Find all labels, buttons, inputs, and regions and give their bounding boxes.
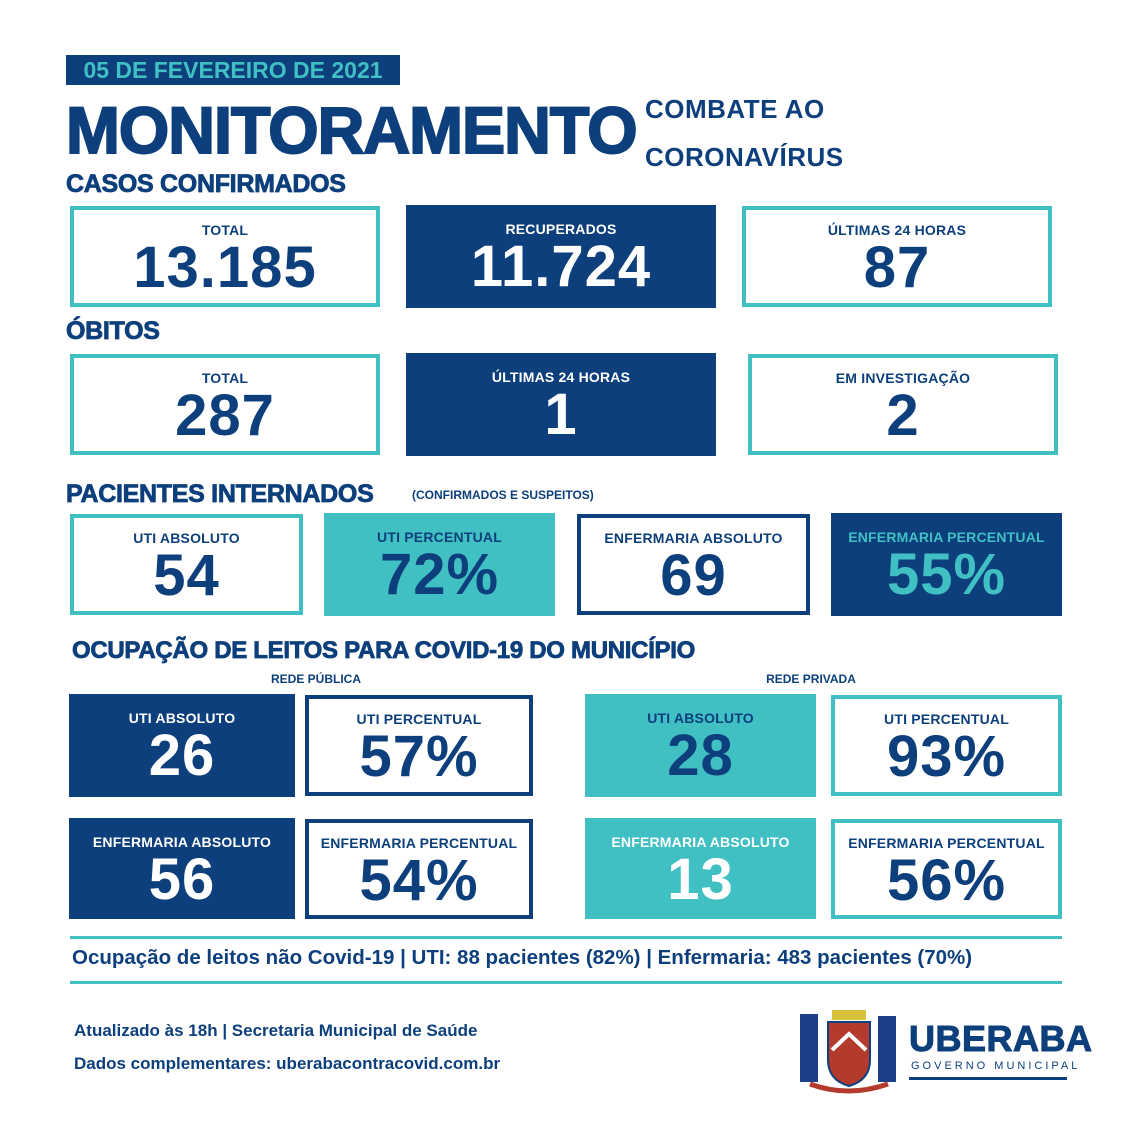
page-title: MONITORAMENTO: [65, 92, 639, 168]
card-value: 287: [175, 383, 275, 448]
logo-name: UBERABA: [909, 1018, 1093, 1060]
card-label: ENFERMARIA ABSOLUTO: [604, 530, 783, 546]
card-label: ENFERMARIA PERCENTUAL: [320, 835, 518, 851]
privada-uti-abs-card: UTI ABSOLUTO 28: [585, 694, 816, 797]
card-value: 2: [886, 383, 920, 448]
card-label: TOTAL: [201, 222, 249, 238]
obitos-heading: ÓBITOS: [66, 317, 161, 346]
internados-heading: PACIENTES INTERNADOS: [66, 480, 375, 509]
card-value: 55%: [886, 542, 1007, 607]
card-value: 54%: [359, 848, 479, 913]
obitos-investigacao-card: EM INVESTIGAÇÃO 2: [748, 354, 1058, 455]
card-label: ENFERMARIA PERCENTUAL: [848, 835, 1045, 851]
internados-uti-abs-card: UTI ABSOLUTO 54: [70, 514, 303, 615]
card-label: ÚLTIMAS 24 HORAS: [491, 369, 631, 385]
card-value: 72%: [379, 542, 500, 607]
card-value: 13.185: [133, 235, 317, 300]
coat-of-arms-icon: [796, 1002, 900, 1096]
privada-enf-abs-card: ENFERMARIA ABSOLUTO 13: [585, 818, 816, 919]
card-value: 1: [544, 382, 578, 447]
internados-uti-perc-card: UTI PERCENTUAL 72%: [324, 513, 555, 616]
card-value: 26: [148, 723, 216, 788]
publica-uti-abs-card: UTI ABSOLUTO 26: [69, 694, 295, 797]
obitos-total-card: TOTAL 287: [70, 354, 380, 455]
card-value: 54: [153, 543, 220, 608]
logo-underline: [909, 1077, 1067, 1080]
privada-enf-perc-card: ENFERMARIA PERCENTUAL 56%: [831, 819, 1062, 919]
card-value: 28: [667, 723, 734, 788]
privada-uti-perc-card: UTI PERCENTUAL 93%: [831, 695, 1062, 796]
internados-enf-perc-card: ENFERMARIA PERCENTUAL 55%: [831, 513, 1062, 616]
logo-tagline: GOVERNO MUNICIPAL: [911, 1060, 1081, 1072]
footer-website: Dados complementares: uberabacontracovid…: [74, 1054, 501, 1073]
card-label: RECUPERADOS: [505, 221, 617, 237]
divider: [70, 981, 1062, 984]
card-label: UTI ABSOLUTO: [128, 710, 236, 726]
card-label: UTI PERCENTUAL: [884, 711, 1009, 727]
card-value: 11.724: [470, 234, 652, 299]
publica-enf-perc-card: ENFERMARIA PERCENTUAL 54%: [305, 819, 533, 919]
rede-privada-label: REDE PRIVADA: [766, 672, 856, 686]
casos-recuperados-card: RECUPERADOS 11.724: [406, 205, 716, 308]
ocupacao-heading: OCUPAÇÃO DE LEITOS PARA COVID-19 DO MUNI…: [72, 637, 696, 665]
card-label: EM INVESTIGAÇÃO: [835, 370, 971, 386]
card-value: 57%: [359, 724, 479, 789]
internados-note: (CONFIRMADOS E SUSPEITOS): [412, 488, 594, 502]
date-banner: 05 DE FEVEREIRO DE 2021: [66, 55, 400, 85]
publica-enf-abs-card: ENFERMARIA ABSOLUTO 56: [69, 818, 295, 919]
card-value: 87: [863, 235, 931, 300]
subtitle-line-1: COMBATE AO: [645, 94, 825, 124]
nao-covid-summary: Ocupação de leitos não Covid-19 | UTI: 8…: [72, 946, 973, 969]
card-label: ÚLTIMAS 24 HORAS: [827, 222, 967, 238]
casos-ultimas-card: ÚLTIMAS 24 HORAS 87: [742, 206, 1052, 307]
casos-total-card: TOTAL 13.185: [70, 206, 380, 307]
obitos-ultimas-card: ÚLTIMAS 24 HORAS 1: [406, 353, 716, 456]
card-value: 93%: [886, 724, 1007, 789]
card-label: TOTAL: [201, 370, 249, 386]
casos-heading: CASOS CONFIRMADOS: [66, 170, 347, 199]
card-value: 69: [660, 543, 727, 608]
card-label: UTI PERCENTUAL: [377, 529, 502, 545]
card-value: 56: [148, 847, 216, 912]
footer-updated: Atualizado às 18h | Secretaria Municipal…: [74, 1021, 478, 1040]
subtitle-line-2: CORONAVÍRUS: [645, 142, 844, 172]
publica-uti-perc-card: UTI PERCENTUAL 57%: [305, 695, 533, 796]
internados-enf-abs-card: ENFERMARIA ABSOLUTO 69: [577, 514, 810, 615]
card-label: ENFERMARIA PERCENTUAL: [848, 529, 1045, 545]
card-label: ENFERMARIA ABSOLUTO: [92, 834, 272, 850]
card-label: UTI PERCENTUAL: [356, 711, 482, 727]
card-label: UTI ABSOLUTO: [133, 530, 240, 546]
card-label: UTI ABSOLUTO: [647, 710, 754, 726]
card-value: 56%: [886, 848, 1007, 913]
rede-publica-label: REDE PÚBLICA: [270, 672, 361, 686]
card-value: 13: [667, 847, 734, 912]
divider: [70, 936, 1062, 939]
card-label: ENFERMARIA ABSOLUTO: [611, 834, 790, 850]
